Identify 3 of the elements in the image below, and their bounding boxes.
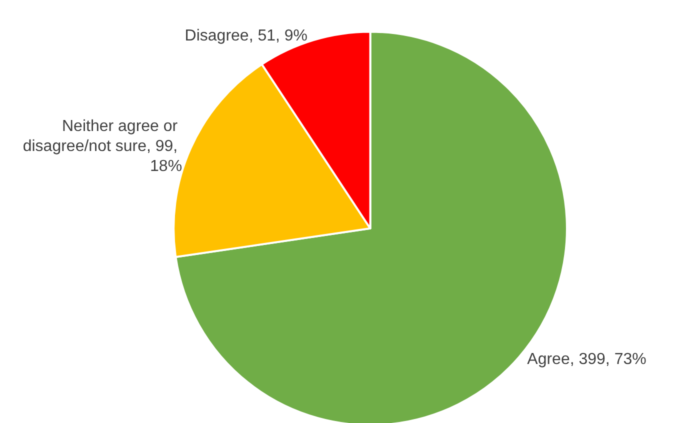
- slice-label: Disagree, 51, 9%: [184, 28, 308, 45]
- slice-label: Agree, 399, 73%: [527, 351, 646, 368]
- slice-label: Neither agree or disagree/not sure, 99, 18%: [22, 118, 182, 175]
